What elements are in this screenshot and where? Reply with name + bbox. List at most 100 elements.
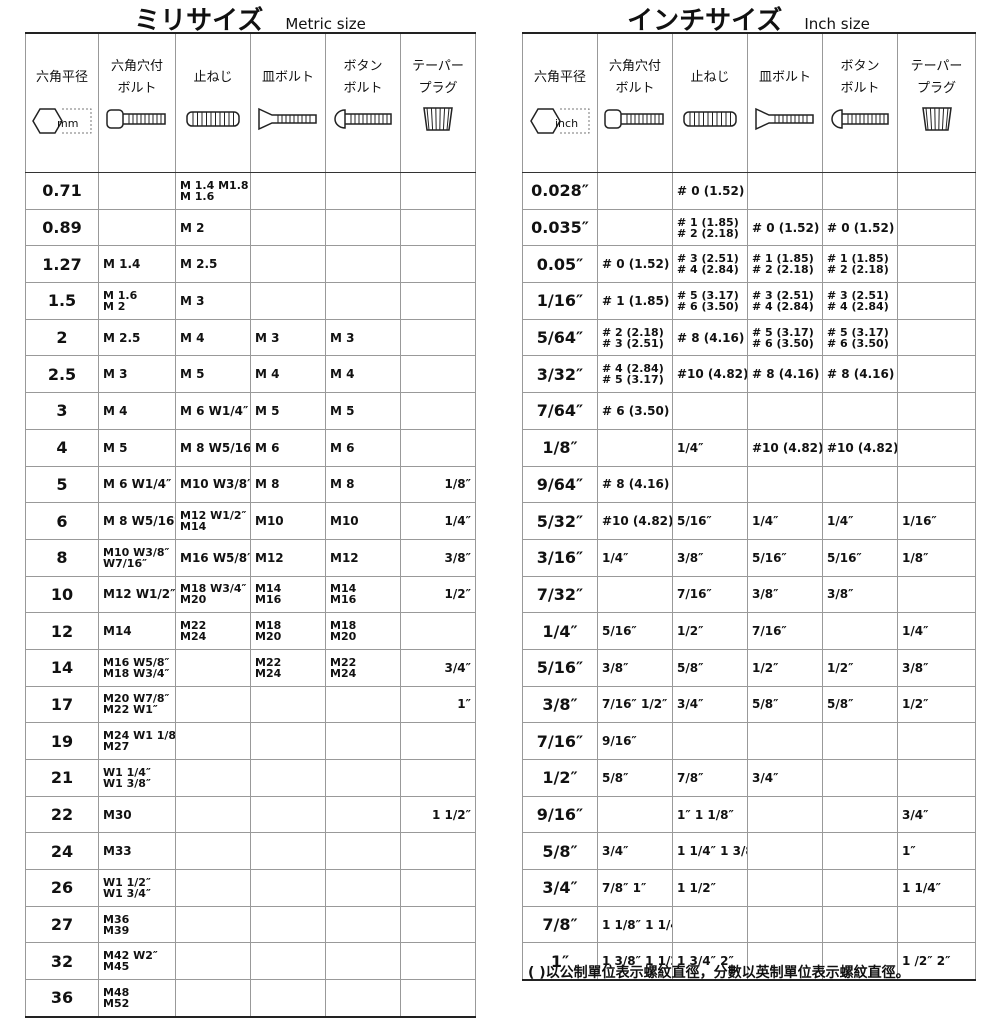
cell (898, 466, 976, 503)
cell (326, 209, 401, 246)
cell-text: 5 (56, 475, 67, 494)
cell-text: # 0 (1.52) (827, 221, 894, 235)
header-text: テーパー (405, 56, 471, 78)
cell: #10 (4.82) (598, 503, 673, 540)
cell (401, 613, 476, 650)
cell-text: # 6 (3.50) (602, 404, 669, 418)
cell-text: 3/4″ (752, 771, 778, 785)
cell: 1″ 1 1/8″ (673, 796, 748, 833)
subtitle: Metric size (285, 15, 366, 33)
cell (176, 906, 251, 943)
size-cell: 0.71 (26, 173, 99, 210)
header-text: 止ねじ (677, 67, 743, 89)
cell: # 8 (4.16) (823, 356, 898, 393)
cell-text: 3/16″ (537, 548, 583, 567)
bolt-icon (405, 104, 471, 134)
cell-text: 0.71 (42, 181, 81, 200)
cell-text: # 0 (1.52) (602, 257, 669, 271)
hex-icon: inch (529, 106, 591, 136)
cell-text: 5/8″ (677, 661, 703, 675)
cell: 3/8″ (673, 539, 748, 576)
cell-text: 21 (51, 768, 73, 787)
cell: M 4 (251, 356, 326, 393)
cell-text: # 4 (2.84) (827, 301, 893, 312)
cell: M 8 (251, 466, 326, 503)
cell-text: 7/16″ (677, 587, 712, 601)
size-cell: 0.028″ (523, 173, 598, 210)
cell: M 6 W1/4″ (99, 466, 176, 503)
cell-text: 3/4″ (602, 844, 628, 858)
cell (251, 209, 326, 246)
cell-text: # 5 (3.17) (827, 327, 893, 338)
header-cell: 止ねじ (673, 33, 748, 173)
cell-text: 1″ (902, 844, 916, 858)
cell (823, 393, 898, 430)
cell (898, 173, 976, 210)
size-cell: 8 (26, 539, 99, 576)
cell-text: M 4 (103, 404, 127, 418)
cell: M 4 (326, 356, 401, 393)
cell-text: M33 (103, 844, 132, 858)
cell-text: M 1.6 (180, 191, 246, 202)
cell-text: 6 (56, 512, 67, 531)
cell-text: 9/16″ (537, 805, 583, 824)
bolt-icon (255, 104, 321, 134)
cell (251, 870, 326, 907)
cell-text: M10 (255, 514, 284, 528)
header-cell: 皿ボルト (251, 33, 326, 173)
cell: 3/4″ (748, 760, 823, 797)
cell (326, 283, 401, 320)
cell: 5/8″ (823, 686, 898, 723)
header-text: 皿ボルト (752, 67, 818, 89)
cell (823, 173, 898, 210)
cell: # 1 (1.85)# 2 (2.18) (673, 209, 748, 246)
cell: 7/8″ 1″ (598, 870, 673, 907)
cell-text: 5/8″ (752, 697, 778, 711)
cell: # 3 (2.51)# 4 (2.84) (673, 246, 748, 283)
cell-text: # 5 (3.17) (752, 327, 818, 338)
cell-text: M24 (330, 668, 396, 679)
header-label: テーパープラグ (405, 56, 471, 100)
cell-text: M20 (330, 631, 396, 642)
header-cell: ボタンボルト (823, 33, 898, 173)
data-row: 0.05″# 0 (1.52)# 3 (2.51)# 4 (2.84)# 1 (… (523, 246, 976, 283)
cell (176, 943, 251, 980)
cell: M 6 W1/4″ (176, 393, 251, 430)
cell: 3/4″ (898, 796, 976, 833)
header-label: 皿ボルト (752, 56, 818, 100)
cell (898, 283, 976, 320)
data-row: 1/16″# 1 (1.85)# 5 (3.17)# 6 (3.50)# 3 (… (523, 283, 976, 320)
cell: M10 W3/8″W7/16″ (99, 539, 176, 576)
size-cell: 1/2″ (523, 760, 598, 797)
cell (898, 246, 976, 283)
cell (898, 906, 976, 943)
cell (401, 943, 476, 980)
cell-text: 3/4″ (677, 697, 703, 711)
cell-text: M 3 (180, 294, 204, 308)
cell-text: 5/32″ (537, 512, 583, 531)
cell (99, 209, 176, 246)
cell-text: 1/4″ (827, 514, 853, 528)
cell-text: M12 (255, 551, 284, 565)
cell (598, 173, 673, 210)
unit: inch (555, 113, 578, 135)
header-text: テーパー (902, 56, 971, 78)
size-cell: 7/16″ (523, 723, 598, 760)
cell (401, 173, 476, 210)
cell-text: 3/8″ (445, 551, 471, 565)
cell: #10 (4.82) (673, 356, 748, 393)
cell: M 2.5 (99, 319, 176, 356)
cell-text: # 0 (1.52) (677, 184, 744, 198)
cell (401, 980, 476, 1017)
